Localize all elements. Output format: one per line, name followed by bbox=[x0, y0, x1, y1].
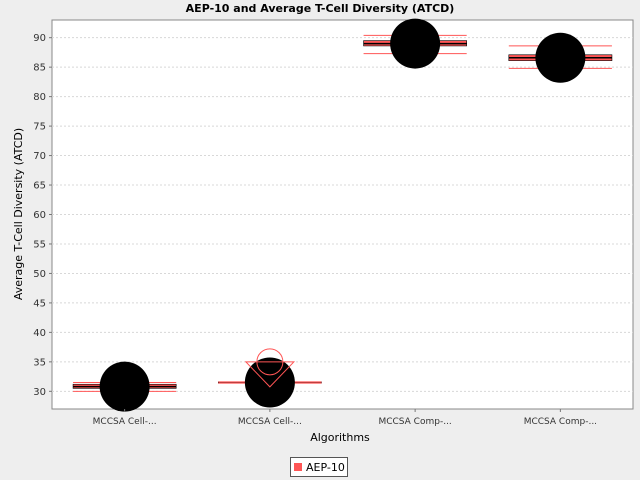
x-tick-label: MCCSA Comp-... bbox=[378, 417, 451, 427]
box-item bbox=[72, 361, 177, 412]
box-item bbox=[218, 348, 322, 408]
y-tick-label: 80 bbox=[33, 92, 46, 103]
y-tick-label: 60 bbox=[33, 210, 46, 221]
chart-title: AEP-10 and Average T-Cell Diversity (ATC… bbox=[186, 2, 455, 15]
box-item bbox=[363, 18, 467, 69]
y-tick-label: 55 bbox=[33, 239, 46, 250]
y-tick-label: 65 bbox=[33, 181, 46, 192]
y-tick-label: 35 bbox=[33, 357, 46, 368]
y-tick-label: 50 bbox=[33, 269, 46, 280]
mean-marker bbox=[535, 32, 586, 83]
mean-marker bbox=[390, 18, 441, 69]
y-tick-label: 45 bbox=[33, 298, 46, 309]
y-tick-label: 90 bbox=[33, 33, 46, 44]
box-item bbox=[508, 32, 613, 83]
x-axis-label: Algorithms bbox=[310, 431, 370, 444]
x-tick-label: MCCSA Cell-... bbox=[93, 417, 157, 427]
legend: AEP-10 bbox=[290, 457, 348, 477]
mean-marker bbox=[99, 361, 150, 412]
y-tick-label: 70 bbox=[33, 151, 46, 162]
mean-marker bbox=[244, 357, 295, 408]
y-tick-label: 40 bbox=[33, 328, 46, 339]
far-outlier-triangle bbox=[244, 361, 296, 388]
x-tick-label: MCCSA Cell-... bbox=[238, 417, 302, 427]
y-tick-label: 30 bbox=[33, 387, 46, 398]
x-axis-ticks: MCCSA Cell-... MCCSA Cell-... MCCSA Comp-.… bbox=[93, 409, 597, 427]
y-tick-label: 85 bbox=[33, 63, 46, 74]
legend-label: AEP-10 bbox=[306, 460, 345, 474]
legend-swatch bbox=[294, 463, 302, 471]
boxes bbox=[72, 18, 613, 412]
x-tick-label: MCCSA Comp-... bbox=[524, 417, 597, 427]
y-tick-label: 75 bbox=[33, 122, 46, 133]
grid-lines bbox=[52, 37, 633, 392]
y-axis-ticks: 30 35 40 45 50 55 60 65 70 75 80 85 90 bbox=[33, 33, 52, 398]
y-axis-label: Average T-Cell Diversity (ATCD) bbox=[12, 128, 25, 300]
